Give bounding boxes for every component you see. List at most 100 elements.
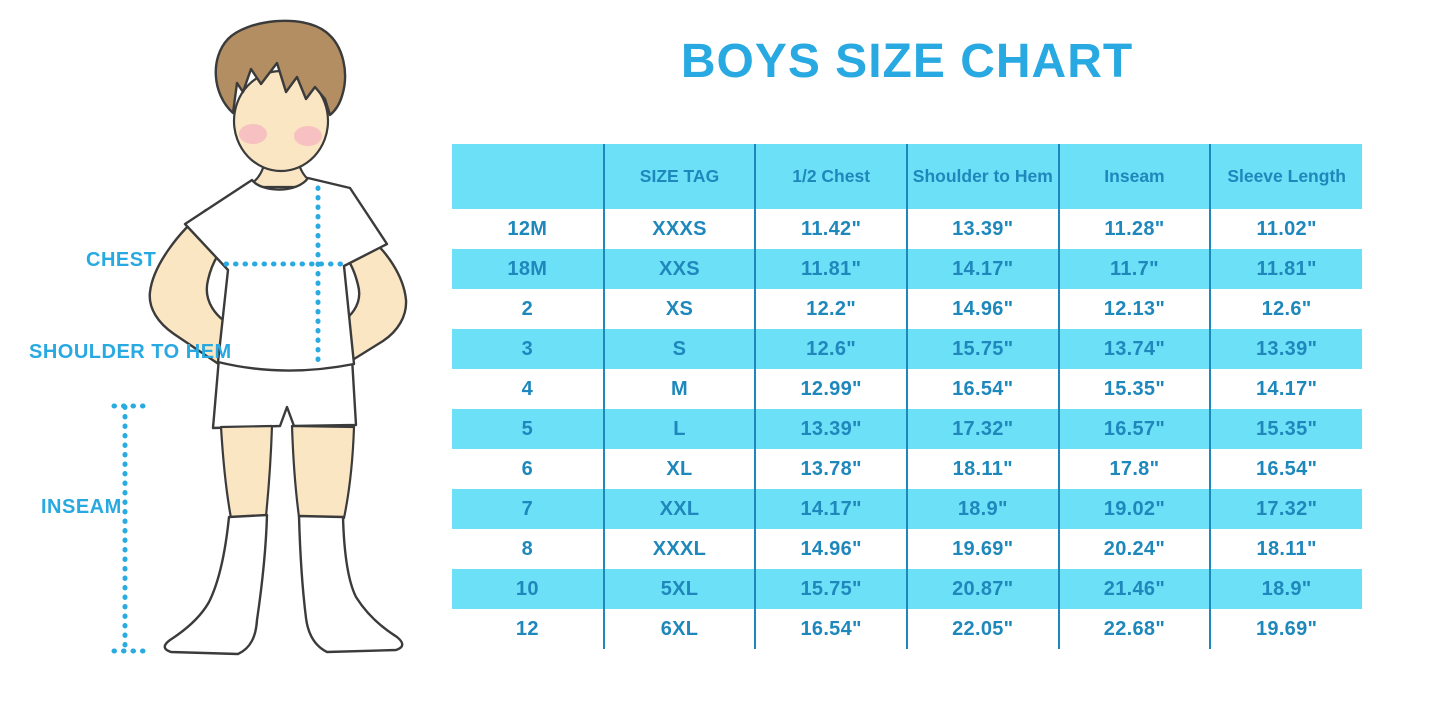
table-cell: XL (602, 449, 756, 489)
left-sock (163, 513, 269, 656)
table-row: 12M XXXS 11.42" 13.39" 11.28" 11.02" (452, 209, 1362, 249)
table-cell: 6XL (602, 609, 756, 649)
table-row: 5 L 13.39" 17.32" 16.57" 15.35" (452, 409, 1362, 449)
table-cell: 20.87" (905, 569, 1059, 609)
header-cell-inseam: Inseam (1057, 144, 1211, 209)
header-cell-size (452, 144, 604, 209)
table-cell: 17.32" (1209, 489, 1362, 529)
table-cell: 6 (521, 457, 534, 480)
inseam-label: INSEAM (41, 496, 122, 518)
table-cell: 5 (452, 409, 604, 449)
boy-illustration (111, 19, 408, 656)
table-cell: 20.24" (1057, 529, 1211, 569)
table-cell: 5XL (602, 569, 756, 609)
table-cell: M (602, 369, 756, 409)
table-cell: XS (602, 289, 756, 329)
t-shirt (183, 176, 389, 372)
table-cell: 11.02" (1209, 209, 1362, 249)
table-cell: 22.05" (905, 609, 1059, 649)
table-cell: L (602, 409, 756, 449)
table-cell: 16.54" (905, 369, 1059, 409)
table-cell: 12.6" (1209, 289, 1362, 329)
table-row: 7 XXL 14.17" 18.9" 19.02" 17.32" (452, 489, 1362, 529)
table-cell: 15.35" (1057, 369, 1211, 409)
table-cell: XXXL (602, 529, 756, 569)
table-cell: 10 (452, 569, 604, 609)
size-table-body: 12M XXXS 11.42" 13.39" 11.28" 11.02" 18M XXS 11.… (452, 209, 1362, 649)
header-cell-shoulder-to-hem: Shoulder to Hem (905, 144, 1059, 209)
table-row: 4 M 12.99" 16.54" 15.35" 14.17" (452, 369, 1362, 409)
table-cell: 14.17" (905, 249, 1059, 289)
table-row: 6 XL 13.78" 18.11" 17.8" 16.54" (452, 449, 1362, 489)
header-cell-size-tag: SIZE TAG (602, 144, 756, 209)
table-cell: 14.17" (1209, 369, 1362, 409)
table-cell: 3 (452, 329, 604, 369)
header-row: SIZE TAG 1/2 Chest Shoulder to Hem Insea… (452, 144, 1362, 209)
hair (214, 19, 347, 117)
right-sock (297, 514, 404, 654)
blush-left-icon (239, 124, 267, 144)
table-cell: 12.13" (1057, 289, 1211, 329)
table-cell: 15.75" (905, 329, 1059, 369)
table-row: 12 6XL 16.54" 22.05" 22.68" 19.69" (452, 609, 1362, 649)
table-row: 18M XXS 11.81" 14.17" 11.7" 11.81" (452, 249, 1362, 289)
table-cell: 18.9" (1209, 569, 1362, 609)
table-cell: 19.69" (1209, 609, 1362, 649)
blush-right-icon (294, 126, 322, 146)
table-cell: 11.81" (1209, 249, 1362, 289)
chest-label: CHEST (86, 249, 157, 271)
table-cell: 17.8" (1057, 449, 1211, 489)
table-cell: 17.32" (905, 409, 1059, 449)
table-cell: 11.28" (1057, 209, 1211, 249)
table-cell: XXXS (602, 209, 756, 249)
table-row: 8 XXXL 14.96" 19.69" 20.24" 18.11" (452, 529, 1362, 569)
table-cell: XXL (602, 489, 756, 529)
table-cell: 11.42" (754, 209, 907, 249)
table-cell: 19.69" (905, 529, 1059, 569)
size-table-header: SIZE TAG 1/2 Chest Shoulder to Hem Insea… (452, 144, 1362, 209)
table-cell: 12.6" (754, 329, 907, 369)
table-cell: 13.39" (905, 209, 1059, 249)
table-cell: 14.96" (905, 289, 1059, 329)
table-cell: 11.81" (754, 249, 907, 289)
table-cell: 13.74" (1057, 329, 1211, 369)
table-cell: 21.46" (1057, 569, 1211, 609)
table-cell: 15.35" (1209, 409, 1362, 449)
table-cell: 18.11" (1209, 529, 1362, 569)
table-cell: 13.39" (754, 409, 907, 449)
table-cell: 16.54" (1209, 449, 1362, 489)
table-cell: 11.7" (1057, 249, 1211, 289)
table-cell: 12.2" (754, 289, 907, 329)
table-cell: 2 (521, 297, 534, 320)
table-cell: 14.17" (754, 489, 907, 529)
table-cell: 15.75" (754, 569, 907, 609)
header-cell-half-chest: 1/2 Chest (754, 144, 907, 209)
page-title: BOYS SIZE CHART (680, 35, 1134, 88)
table-cell: 7 (452, 489, 604, 529)
table-cell: 12 (515, 617, 539, 640)
size-table: SIZE TAG 1/2 Chest Shoulder to Hem Insea… (452, 144, 1362, 649)
table-cell: 13.78" (754, 449, 907, 489)
table-cell: 12M (507, 217, 548, 240)
table-cell: 16.54" (754, 609, 907, 649)
table-cell: 22.68" (1057, 609, 1211, 649)
table-cell: 4 (521, 377, 534, 400)
table-cell: 14.96" (754, 529, 907, 569)
table-cell: 13.39" (1209, 329, 1362, 369)
right-leg (290, 424, 356, 520)
table-cell: 18.9" (905, 489, 1059, 529)
table-row: 3 S 12.6" 15.75" 13.74" 13.39" (452, 329, 1362, 369)
table-row: 2 XS 12.2" 14.96" 12.13" 12.6" (452, 289, 1362, 329)
table-cell: 16.57" (1057, 409, 1211, 449)
table-cell: 18M (452, 249, 604, 289)
table-row: 10 5XL 15.75" 20.87" 21.46" 18.9" (452, 569, 1362, 609)
table-cell: 18.11" (905, 449, 1059, 489)
header-cell-sleeve-length: Sleeve Length (1209, 144, 1362, 209)
table-cell: XXS (602, 249, 756, 289)
table-cell: S (602, 329, 756, 369)
table-cell: 8 (521, 537, 534, 560)
table-cell: 12.99" (754, 369, 907, 409)
shoulder-to-hem-label: SHOULDER TO HEM (29, 341, 232, 363)
table-cell: 19.02" (1057, 489, 1211, 529)
